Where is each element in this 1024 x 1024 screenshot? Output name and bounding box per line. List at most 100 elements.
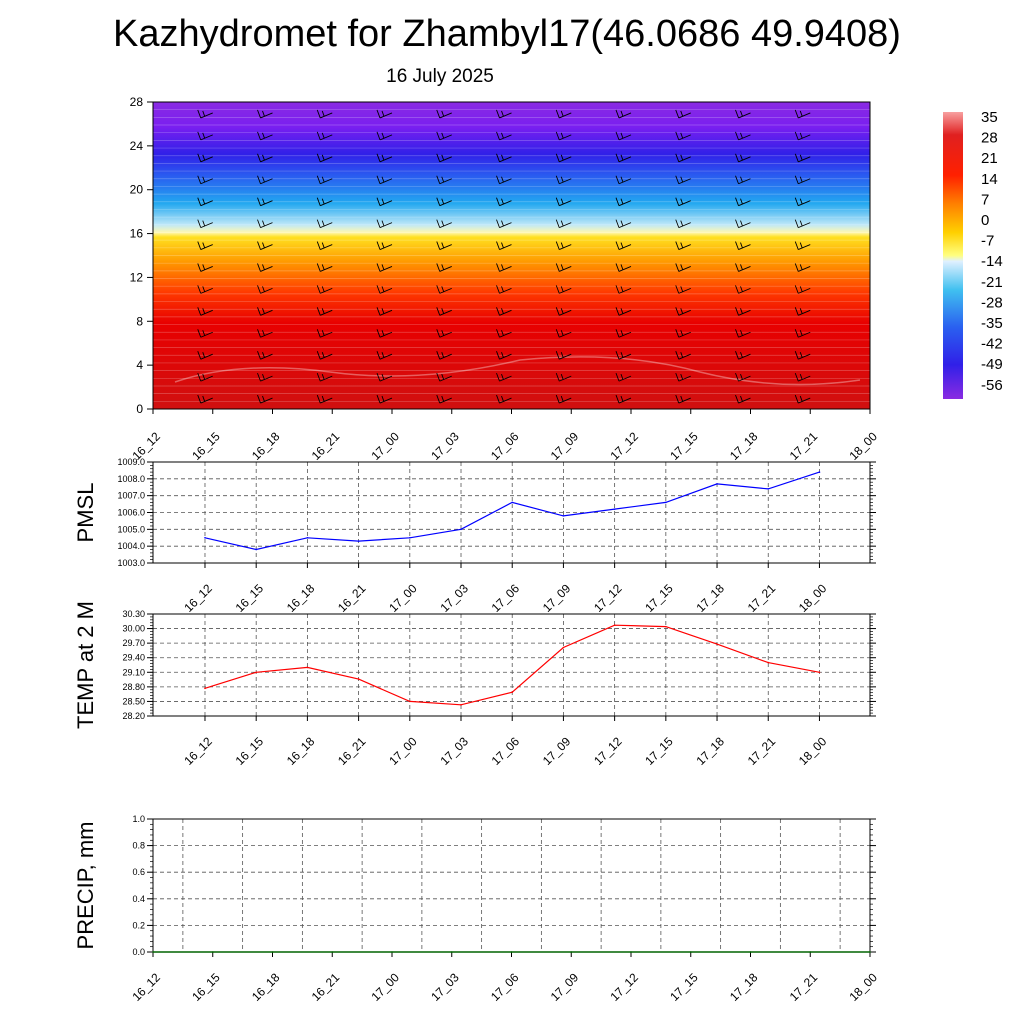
data-point <box>450 951 453 953</box>
wind-barb <box>555 131 572 141</box>
data-point <box>767 661 770 664</box>
x-tick-label: 17_09 <box>540 581 574 615</box>
wind-barb <box>436 394 452 404</box>
colorbar-label: 21 <box>981 150 998 167</box>
wind-barb <box>316 109 333 119</box>
wind-barb <box>257 394 273 404</box>
data-point <box>391 951 393 953</box>
wind-barb <box>555 394 572 404</box>
heatmap-x-axis: 16_12 16_15 16_18 16_21 17_00 17_03 17_06 17_09… <box>129 409 880 463</box>
wind-barb <box>436 285 452 294</box>
wind-barb <box>615 175 632 185</box>
wind-barb <box>436 109 452 119</box>
wind-barb <box>197 372 213 382</box>
temp-panel: 28.20 28.50 28.80 29.10 29.40 29.70 30.00 30.30… <box>73 601 876 768</box>
wind-barb <box>794 307 811 316</box>
wind-barb <box>675 219 691 229</box>
wind-barb <box>197 285 213 294</box>
heatmap-y-tick-label: 16 <box>130 227 144 241</box>
wind-barb <box>197 153 213 163</box>
wind-barb <box>257 219 273 229</box>
wind-barb <box>675 372 691 382</box>
x-tick-label: 17_21 <box>745 581 779 615</box>
heatmap-x-tick-label: 17_18 <box>727 429 761 463</box>
wind-barb <box>794 131 811 141</box>
wind-barb <box>555 153 572 163</box>
y-tick-label: 28.50 <box>122 696 145 706</box>
colorbar: 35 28 21 14 7 0 -7 -14 -21 -28 -35 -42 -49 -56 <box>943 109 1003 399</box>
wind-barb <box>257 285 273 294</box>
contour-line <box>174 356 861 386</box>
heatmap-y-tick-label: 20 <box>130 183 144 197</box>
wind-barb <box>735 241 751 250</box>
data-point <box>211 951 214 953</box>
panel-frame <box>152 613 871 717</box>
colorbar-label: -21 <box>981 274 1003 291</box>
wind-barb <box>436 219 452 229</box>
colorbar-ramp <box>943 112 963 399</box>
x-tick-label: 17_18 <box>693 581 727 615</box>
data-point <box>767 488 770 490</box>
wind-barb <box>316 263 333 272</box>
wind-barb <box>555 285 572 294</box>
wind-barb <box>197 109 213 119</box>
x-tick-label: 17_18 <box>693 734 727 768</box>
wind-barb <box>496 153 512 163</box>
x-tick-label: 16_21 <box>335 734 369 768</box>
data-point <box>306 536 309 539</box>
x-tick-label: 17_12 <box>591 581 625 615</box>
wind-barb <box>735 285 751 294</box>
heatmap-x-tick-label: 17_09 <box>548 429 582 463</box>
wind-barb <box>794 153 811 163</box>
y-tick-label: 29.70 <box>122 638 145 648</box>
wind-barb <box>257 263 273 272</box>
wind-barb <box>376 175 393 185</box>
colorbar-label: 35 <box>981 109 998 126</box>
y-axis-label: PMSL <box>73 483 98 543</box>
y-tick-label: 1.0 <box>132 814 145 824</box>
wind-barb <box>735 131 751 141</box>
chart-subtitle: 16 July 2025 <box>386 66 494 87</box>
wind-barb <box>316 372 333 382</box>
x-tick-label: 17_18 <box>727 970 761 1004</box>
heatmap-x-tick-label: 17_21 <box>787 429 821 463</box>
data-point <box>716 643 718 645</box>
wind-barb <box>794 394 811 404</box>
wind-barb <box>316 153 333 163</box>
y-tick-label: 29.40 <box>122 653 145 663</box>
y-tick-label: 0.2 <box>132 920 145 930</box>
x-tick-label: 16_18 <box>284 734 318 768</box>
wind-barb <box>316 307 333 316</box>
wind-barb <box>436 307 452 316</box>
wind-barb <box>675 131 691 141</box>
y-tick-label: 1004.0 <box>117 541 145 551</box>
wind-barb <box>735 153 751 163</box>
x-tick-label: 17_03 <box>437 581 471 615</box>
wind-barb <box>436 329 452 338</box>
wind-barb <box>675 307 691 316</box>
wind-barb <box>615 131 632 141</box>
heatmap-x-tick-label: 17_15 <box>667 429 701 463</box>
wind-barb <box>555 109 572 119</box>
data-point <box>409 536 411 539</box>
wind-barb <box>436 153 452 163</box>
wind-barb <box>675 351 691 360</box>
x-tick-label: 17_09 <box>548 970 582 1004</box>
wind-barb <box>615 285 632 294</box>
wind-barb <box>436 351 452 360</box>
wind-barb <box>615 197 632 207</box>
wind-barb <box>794 285 811 294</box>
wind-barb <box>675 394 691 404</box>
data-point <box>204 536 206 539</box>
x-tick-label: 16_12 <box>129 970 163 1004</box>
data-point <box>511 501 514 504</box>
wind-barb <box>735 197 751 207</box>
wind-barb <box>436 372 452 382</box>
wind-barb <box>197 175 213 185</box>
x-tick-label: 16_18 <box>249 970 283 1004</box>
wind-barb <box>197 241 213 250</box>
wind-barb <box>376 372 393 382</box>
x-tick-label: 17_12 <box>591 734 625 768</box>
wind-barb <box>735 329 751 338</box>
data-point <box>749 951 752 953</box>
